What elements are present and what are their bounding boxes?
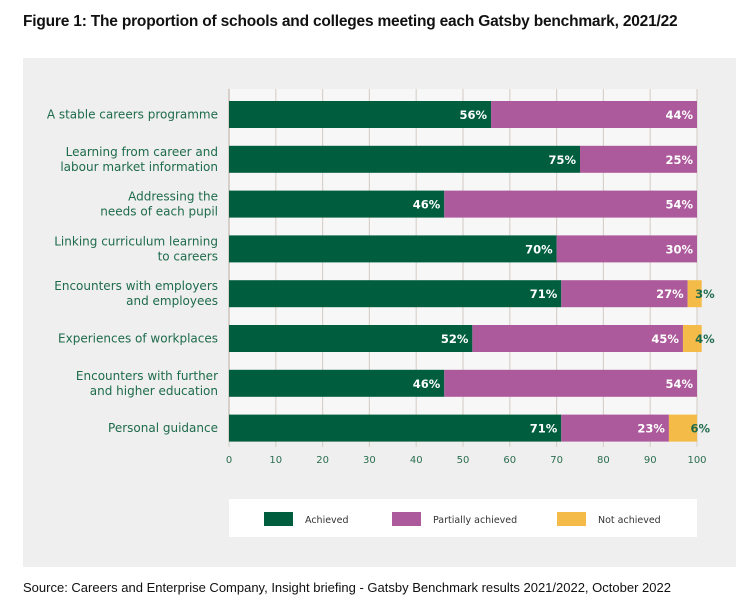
category-label: Experiences of workplaces [58,332,218,346]
category-label: Encounters with further [76,369,218,383]
data-label-partially-achieved: 54% [665,377,693,391]
bar-row: 71% 27% 3% [229,280,715,308]
x-tick-label: 30 [363,455,376,466]
category-labels: A stable careers programme Learning from … [47,108,218,436]
data-label-not-achieved: 6% [690,422,710,436]
category-label: Learning from career and [66,145,218,159]
data-label-partially-achieved: 30% [665,242,693,256]
data-label-achieved: 52% [441,332,469,346]
x-tick-label: 0 [226,455,232,466]
data-label-achieved: 75% [548,153,576,167]
data-label-partially-achieved: 25% [665,153,693,167]
bar-segment-partially-achieved [561,414,669,442]
data-label-achieved: 70% [525,242,553,256]
data-label-achieved: 71% [530,422,558,436]
category-label: Personal guidance [108,421,218,435]
x-tick-label: 70 [550,455,563,466]
legend-label-not-achieved: Not achieved [598,515,661,526]
bar-row: 71% 23% 6% [229,414,710,442]
x-tick-label: 40 [410,455,423,466]
bar-segment-partially-achieved [472,325,683,352]
x-tick-label: 10 [269,455,282,466]
bar-segment-achieved [229,414,562,442]
legend-swatch-partially-achieved [392,512,421,526]
bar-row: 75% 25% [229,145,697,173]
category-label: Addressing the [128,190,218,204]
category-label: and employees [126,294,218,308]
category-label: Encounters with employers [54,279,218,293]
legend-box [229,499,697,537]
data-label-partially-achieved: 54% [665,198,693,212]
bar-segment-achieved [229,369,445,397]
category-label: A stable careers programme [47,108,218,122]
bar-segment-achieved [229,145,580,173]
data-label-achieved: 46% [413,377,441,391]
bar-segment-partially-achieved [444,369,697,397]
bar-segment-achieved [229,280,562,308]
bar-segment-achieved [229,101,492,128]
legend-label-achieved: Achieved [305,515,349,526]
bar-segment-achieved [229,325,473,352]
data-label-achieved: 56% [460,108,488,122]
data-label-partially-achieved: 23% [637,422,665,436]
legend: Achieved Partially achieved Not achieved [229,499,697,537]
x-tick-label: 100 [687,455,706,466]
x-tick-label: 60 [503,455,516,466]
bar-segment-achieved [229,190,445,218]
category-label: and higher education [90,384,218,398]
category-label: labour market information [60,160,218,174]
category-label: Linking curriculum learning [54,234,218,248]
category-label: to careers [158,249,218,263]
bar-segment-partially-achieved [444,190,697,218]
bar-row: 70% 30% [229,235,697,263]
x-tick-label: 20 [316,455,329,466]
bar-row: 46% 54% [229,369,697,397]
bar-segment-partially-achieved [561,280,688,308]
bar-segment-partially-achieved [491,101,697,128]
x-tick-label: 90 [644,455,657,466]
bars: 56% 44% 75% 25% 46% 54% 70% 30% 71% 27% 3% 52% 45% 4%… [229,101,715,442]
data-label-partially-achieved: 45% [651,332,679,346]
bar-segment-partially-achieved [556,235,697,263]
x-axis-ticks: 0 10 20 30 40 50 60 70 80 90 100 [226,455,707,466]
legend-label-partially-achieved: Partially achieved [433,515,517,526]
bar-segment-not-achieved [668,414,697,442]
x-tick-label: 80 [597,455,610,466]
source-note: Source: Careers and Enterprise Company, … [23,580,671,595]
data-label-partially-achieved: 27% [656,287,684,301]
bar-segment-partially-achieved [580,145,697,173]
bar-row: 56% 44% [229,101,697,128]
x-tick-label: 50 [457,455,470,466]
data-label-achieved: 46% [413,198,441,212]
figure-title: Figure 1: The proportion of schools and … [23,13,678,30]
bar-segment-not-achieved [687,280,702,308]
data-label-not-achieved: 4% [695,332,715,346]
bar-row: 52% 45% 4% [229,325,715,352]
bar-segment-not-achieved [682,325,702,352]
data-label-partially-achieved: 44% [665,108,693,122]
legend-swatch-achieved [264,512,293,526]
data-label-not-achieved: 3% [695,287,715,301]
data-label-achieved: 71% [530,287,558,301]
bar-row: 46% 54% [229,190,697,218]
bar-segment-achieved [229,235,557,263]
category-label: needs of each pupil [100,205,218,219]
legend-swatch-not-achieved [557,512,586,526]
